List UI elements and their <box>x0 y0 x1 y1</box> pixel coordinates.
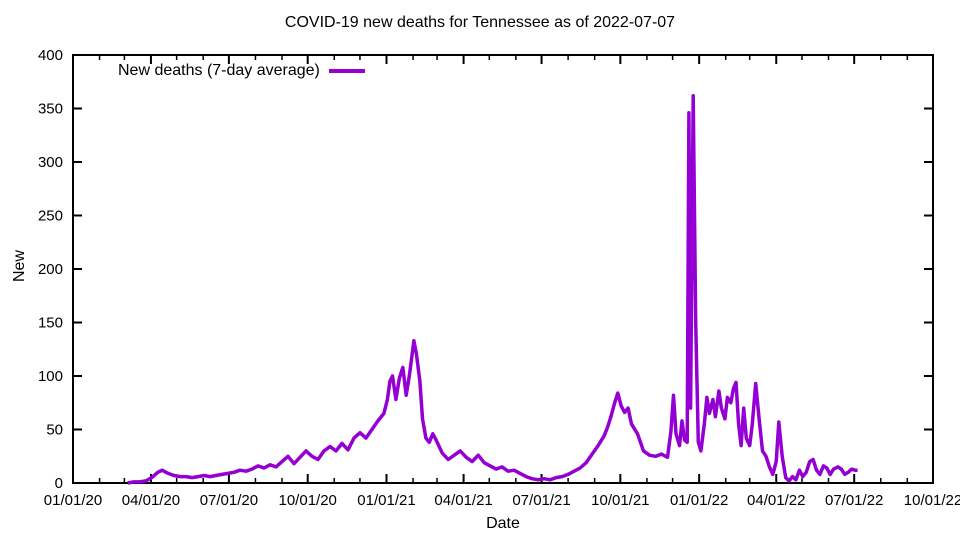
chart-title: COVID-19 new deaths for Tennessee as of … <box>284 14 676 31</box>
x-tick-label: 10/01/21 <box>591 492 649 509</box>
x-tick-label: 07/01/22 <box>825 492 883 509</box>
x-tick-label: 04/01/21 <box>434 492 492 509</box>
deaths-line-series <box>127 93 858 485</box>
x-tick-label: 04/01/20 <box>122 492 180 509</box>
x-tick-label: 07/01/21 <box>512 492 570 509</box>
legend: New deaths (7-day average) <box>118 62 365 79</box>
y-tick-label: 50 <box>46 422 63 439</box>
y-tick-label: 250 <box>38 208 63 225</box>
y-tick-label: 0 <box>55 475 63 492</box>
x-tick-label: 07/01/20 <box>200 492 258 509</box>
x-tick-label: 01/01/21 <box>357 492 415 509</box>
x-tick-label: 10/01/22 <box>904 492 960 509</box>
y-tick-label: 150 <box>38 315 63 332</box>
x-tick-label: 04/01/22 <box>747 492 805 509</box>
y-tick-label: 100 <box>38 368 63 385</box>
plot-border <box>72 54 934 484</box>
x-axis-title: Date <box>486 515 520 532</box>
y-tick-label: 300 <box>38 154 63 171</box>
y-tick-label: 200 <box>38 261 63 278</box>
y-tick-label: 350 <box>38 101 63 118</box>
legend-label: New deaths (7-day average) <box>118 61 320 79</box>
legend-line-swatch <box>328 68 365 73</box>
x-tick-label: 10/01/20 <box>279 492 337 509</box>
x-tick-label: 01/01/22 <box>670 492 728 509</box>
y-tick-label: 400 <box>38 47 63 64</box>
x-tick-label: 01/01/20 <box>44 492 102 509</box>
